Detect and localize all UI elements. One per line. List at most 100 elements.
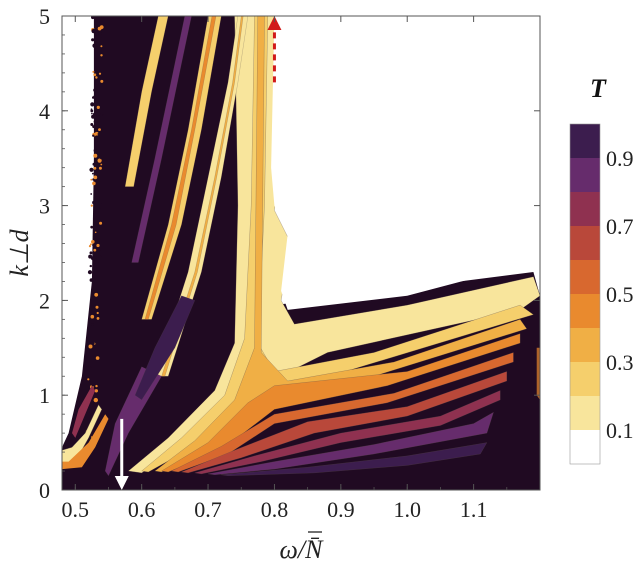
- speckle: [100, 80, 103, 83]
- speckle: [96, 215, 99, 218]
- y-tick-label: 2: [39, 288, 50, 313]
- x-tick-label: 0.6: [128, 497, 156, 522]
- speckle: [96, 82, 98, 84]
- speckle: [100, 49, 102, 51]
- speckle: [94, 398, 98, 402]
- speckle: [98, 34, 102, 38]
- speckle: [90, 251, 93, 254]
- speckle: [96, 244, 99, 247]
- colorbar-swatch: [570, 226, 600, 260]
- speckle: [91, 115, 95, 119]
- speckle: [94, 409, 96, 411]
- speckle: [87, 420, 89, 422]
- x-tick-label: 0.5: [62, 497, 90, 522]
- speckle: [97, 139, 100, 142]
- speckle: [95, 63, 99, 67]
- speckle: [98, 262, 101, 265]
- x-tick-label: 1.0: [393, 497, 421, 522]
- speckle: [91, 38, 94, 41]
- speckle: [91, 315, 95, 319]
- speckle: [99, 208, 101, 210]
- speckle: [98, 128, 101, 131]
- speckle: [93, 154, 97, 158]
- speckle: [94, 149, 97, 152]
- speckle: [89, 345, 93, 349]
- speckle: [93, 176, 97, 180]
- speckle: [93, 163, 96, 166]
- colorbar-swatch: [570, 294, 600, 328]
- y-tick-label: 3: [39, 194, 50, 219]
- speckle: [94, 167, 97, 170]
- speckle: [99, 197, 102, 200]
- x-axis-title: ω/N̄: [280, 535, 325, 564]
- speckle: [96, 115, 99, 118]
- speckle: [93, 249, 96, 252]
- speckle: [101, 114, 103, 116]
- colorbar-swatch: [570, 328, 600, 362]
- speckle: [99, 167, 102, 170]
- speckle: [100, 125, 104, 129]
- contour-regions: [62, 15, 540, 490]
- speckle: [97, 237, 100, 240]
- speckle: [92, 135, 94, 137]
- speckle: [90, 226, 93, 229]
- colorbar-label: 0.3: [606, 350, 634, 375]
- speckle: [92, 182, 96, 186]
- speckle: [87, 378, 89, 380]
- speckle: [93, 89, 96, 92]
- speckle: [90, 102, 94, 106]
- speckle: [99, 250, 101, 252]
- speckle: [97, 317, 100, 320]
- speckle: [99, 180, 101, 182]
- speckle: [97, 312, 99, 314]
- x-tick-label: 0.7: [194, 497, 222, 522]
- colorbar-label: 0.1: [606, 418, 634, 443]
- colorbar: 0.10.30.50.70.9: [570, 124, 634, 464]
- colorbar-swatch: [570, 362, 600, 396]
- speckle: [100, 54, 102, 56]
- speckle: [93, 345, 96, 348]
- speckle: [94, 211, 96, 213]
- speckle: [92, 173, 94, 175]
- speckle: [90, 265, 92, 267]
- speckle: [94, 121, 96, 123]
- x-tick-label: 0.8: [261, 497, 289, 522]
- speckle: [100, 158, 102, 160]
- colorbar-swatch: [570, 430, 600, 464]
- speckle: [91, 205, 93, 207]
- colorbar-swatch: [570, 124, 600, 158]
- speckle: [93, 262, 95, 264]
- colorbar-swatch: [570, 260, 600, 294]
- speckle: [98, 255, 102, 259]
- y-tick-label: 1: [39, 383, 50, 408]
- speckle: [88, 376, 90, 378]
- speckle: [92, 71, 94, 73]
- speckle: [90, 179, 92, 181]
- speckle: [92, 96, 95, 99]
- colorbar-label: 0.9: [606, 146, 634, 171]
- colorbar-swatch: [570, 192, 600, 226]
- speckle: [91, 256, 95, 260]
- speckle: [91, 108, 93, 110]
- speckle: [92, 125, 95, 128]
- speckle: [91, 240, 95, 244]
- x-tick-label: 1.1: [460, 497, 488, 522]
- colorbar-swatch: [570, 158, 600, 192]
- speckle: [94, 386, 96, 388]
- speckle: [90, 278, 94, 282]
- speckle: [92, 342, 95, 345]
- speckle: [98, 27, 102, 31]
- region-level-0-upper-right: [271, 16, 540, 310]
- speckle: [96, 306, 99, 309]
- speckle: [97, 173, 99, 175]
- x-tick-label: 0.9: [327, 497, 355, 522]
- speckle: [95, 232, 97, 234]
- y-axis-title: k⊥d: [5, 228, 34, 276]
- speckle: [97, 133, 99, 135]
- speckle: [88, 364, 90, 366]
- speckle: [91, 113, 93, 115]
- speckle: [88, 322, 91, 325]
- colorbar-label: 0.7: [606, 214, 634, 239]
- speckle: [92, 244, 94, 246]
